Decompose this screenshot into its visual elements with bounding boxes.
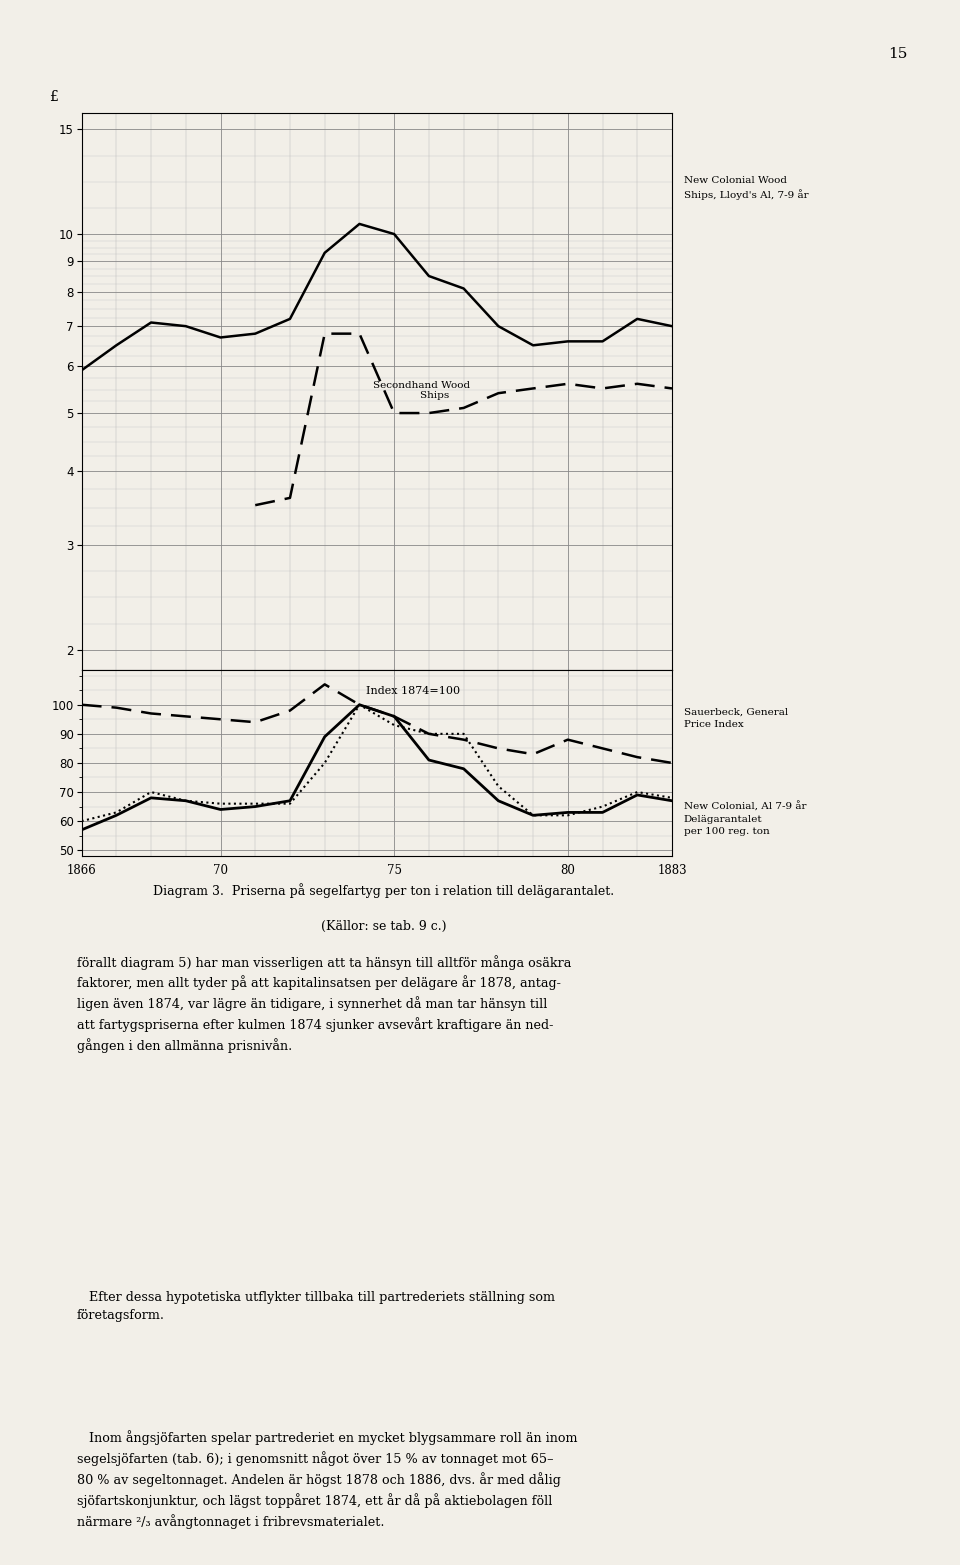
Text: förallt diagram 5) har man visserligen att ta hänsyn till alltför många osäkra
f: förallt diagram 5) har man visserligen a… — [77, 955, 571, 1053]
Text: £: £ — [49, 91, 58, 105]
Text: (Källor: se tab. 9 c.): (Källor: se tab. 9 c.) — [322, 920, 446, 933]
Text: New Colonial Wood
Ships, Lloyd's Al, 7-9 år: New Colonial Wood Ships, Lloyd's Al, 7-9… — [684, 177, 808, 200]
Text: New Colonial, Al 7-9 år
Delägarantalet
per 100 reg. ton: New Colonial, Al 7-9 år Delägarantalet p… — [684, 801, 806, 836]
Text: Diagram 3.  Priserna på segelfartyg per ton i relation till delägarantalet.: Diagram 3. Priserna på segelfartyg per t… — [154, 883, 614, 898]
Text: Sauerbeck, General
Price Index: Sauerbeck, General Price Index — [684, 707, 788, 729]
Text: 15: 15 — [888, 47, 907, 61]
Text: Secondhand Wood
        Ships: Secondhand Wood Ships — [373, 380, 470, 401]
Text: Index 1874=100: Index 1874=100 — [366, 687, 460, 696]
Text: Efter dessa hypotetiska utflykter tillbaka till partrederiets ställning som
före: Efter dessa hypotetiska utflykter tillba… — [77, 1291, 555, 1322]
Text: Inom ångsjöfarten spelar partrederiet en mycket blygsammare roll än inom
segelsj: Inom ångsjöfarten spelar partrederiet en… — [77, 1430, 577, 1529]
